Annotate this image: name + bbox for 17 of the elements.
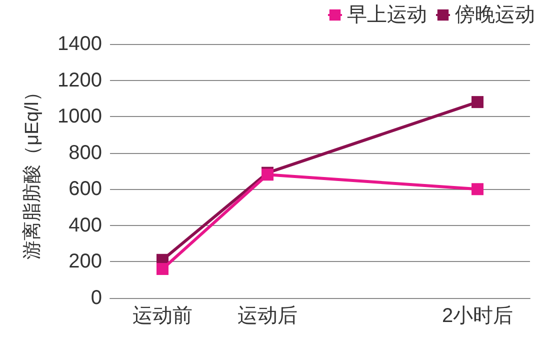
x-tick-label: 运动后 [238,305,298,327]
y-tick-label: 0 [90,287,102,309]
x-tick-label: 运动前 [132,305,192,327]
point [472,96,484,108]
point [156,262,168,275]
y-tick-label: 1200 [58,69,102,92]
legend-label: 傍晚运动 [455,4,535,26]
y-tick-label: 400 [68,214,102,236]
x-tick-label: 2小时后 [442,305,514,327]
y-axis-title: 游离脂肪酸（μEq/l） [21,82,43,260]
point [472,183,484,196]
y-tick-label: 800 [68,142,102,164]
legend-label: 早上运动 [347,4,427,26]
y-tick-label: 1400 [58,33,102,55]
y-tick-label: 1000 [58,106,102,128]
y-tick-label: 200 [68,250,102,273]
y-tick-label: 600 [68,178,102,200]
